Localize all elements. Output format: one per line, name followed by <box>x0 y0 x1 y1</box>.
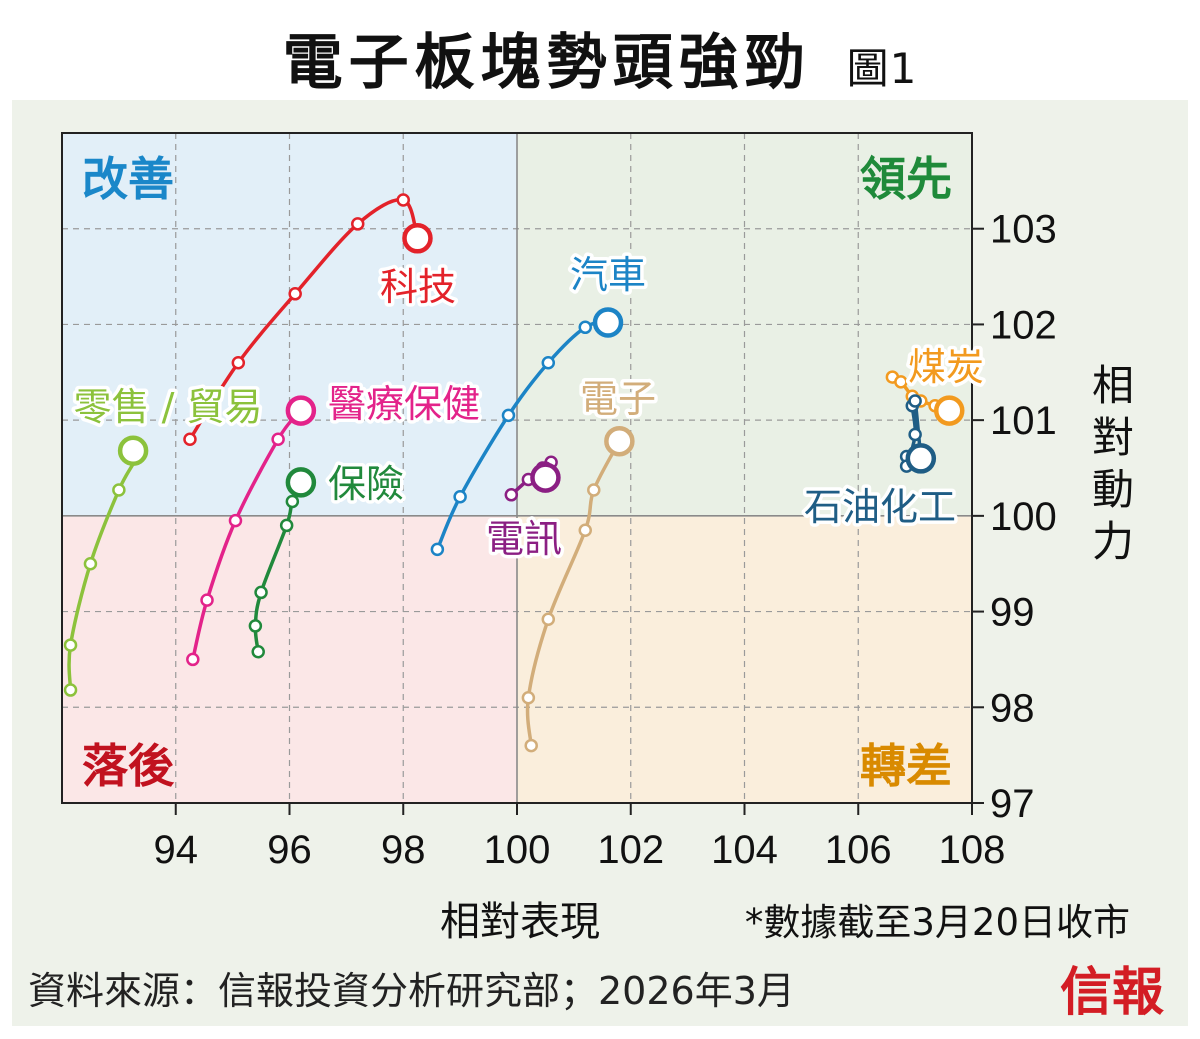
x-axis-title: 相對表現 <box>440 899 600 945</box>
series-label-1: 汽車 <box>570 253 646 297</box>
series-point-1-3 <box>541 355 556 370</box>
y-tick-label-103: 103 <box>990 208 1057 252</box>
series-head-point-5 <box>530 462 561 493</box>
series-point-8-2 <box>908 427 922 442</box>
series-head-point-6 <box>604 425 635 457</box>
series-point-8-4 <box>908 394 922 408</box>
series-point-7-1 <box>894 375 908 389</box>
series-point-1-4 <box>578 320 592 335</box>
series-label-6: 電子 <box>580 377 656 421</box>
quadrant-label-top-right: 領先 <box>860 152 952 206</box>
series-point-3-3 <box>271 432 285 447</box>
series-head-point-7 <box>934 395 965 426</box>
quadrant-label-top-left: 改善 <box>82 152 174 206</box>
y-tick-label-101: 101 <box>990 399 1057 443</box>
series-point-0-2 <box>288 287 302 301</box>
series-point-3-2 <box>228 513 243 528</box>
x-tick-label-98: 98 <box>381 828 426 872</box>
series-point-2-1 <box>63 638 78 652</box>
figure-label: 圖1 <box>846 44 918 93</box>
series-point-3-1 <box>200 593 214 607</box>
series-label-2: 零售 / 貿易 <box>74 385 263 429</box>
y-tick-label-98: 98 <box>990 686 1035 730</box>
series-head-point-0 <box>402 223 433 254</box>
y-tick-label-100: 100 <box>990 495 1057 539</box>
series-point-2-0 <box>63 683 78 697</box>
series-label-5: 電訊 <box>486 517 562 561</box>
x-tick-label-108: 108 <box>939 828 1006 872</box>
series-head-point-4 <box>285 467 317 498</box>
chart-title: 電子板塊勢頭強勁 圖1 <box>0 14 1200 101</box>
series-point-6-1 <box>521 690 536 705</box>
y-tick-label-102: 102 <box>990 303 1057 347</box>
series-point-2-2 <box>83 556 98 571</box>
x-tick-label-102: 102 <box>597 828 664 872</box>
brand-logo: 信報 <box>1060 962 1165 1023</box>
series-point-1-1 <box>453 489 467 504</box>
series-point-0-1 <box>231 355 246 370</box>
series-point-3-0 <box>186 652 200 667</box>
series-point-4-1 <box>248 619 263 633</box>
series-point-6-2 <box>541 612 556 626</box>
series-head-point-2 <box>117 435 149 467</box>
series-label-3: 醫療保健 <box>328 382 480 426</box>
series-point-1-0 <box>430 542 445 557</box>
series-label-0: 科技 <box>380 265 456 309</box>
y-axis-title-char-3: 力 <box>1092 517 1134 566</box>
series-label-4: 保險 <box>328 462 404 506</box>
series-point-0-0 <box>183 432 197 447</box>
source-note: 資料來源：信報投資分析研究部；2026年3月 <box>28 969 795 1013</box>
y-tick-label-97: 97 <box>990 782 1035 826</box>
series-point-6-3 <box>578 523 592 537</box>
series-point-6-4 <box>587 483 601 497</box>
y-axis-title-char-0: 相 <box>1092 361 1134 410</box>
series-point-2-3 <box>112 483 126 497</box>
x-tick-label-96: 96 <box>267 828 312 872</box>
y-tick-label-99: 99 <box>990 591 1035 635</box>
y-axis-title-char-1: 對 <box>1092 413 1134 462</box>
quadrant-label-bottom-left: 落後 <box>82 739 175 793</box>
series-point-0-4 <box>396 193 410 207</box>
x-tick-label-94: 94 <box>154 828 199 872</box>
title-text: 電子板塊勢頭強勁 <box>282 28 811 98</box>
y-axis-title-char-2: 動 <box>1092 465 1134 514</box>
series-point-4-4 <box>285 494 300 509</box>
series-head-point-8 <box>905 443 937 474</box>
series-point-1-2 <box>501 408 516 423</box>
series-point-4-0 <box>251 645 265 659</box>
data-note: *數據截至3月20日收市 <box>745 901 1130 944</box>
series-point-6-0 <box>524 738 538 753</box>
series-label-7: 煤炭 <box>908 345 984 389</box>
series-head-point-1 <box>592 307 624 338</box>
series-label-8: 石油化工 <box>804 485 956 529</box>
series-point-4-3 <box>279 518 294 533</box>
x-tick-label-100: 100 <box>484 828 551 872</box>
x-tick-label-106: 106 <box>825 828 892 872</box>
series-head-point-3 <box>285 395 317 426</box>
x-tick-label-104: 104 <box>711 828 778 872</box>
quadrant-label-bottom-right: 轉差 <box>860 739 952 793</box>
series-point-5-0 <box>504 488 519 502</box>
series-point-0-3 <box>351 217 365 231</box>
series-point-4-2 <box>254 585 268 600</box>
